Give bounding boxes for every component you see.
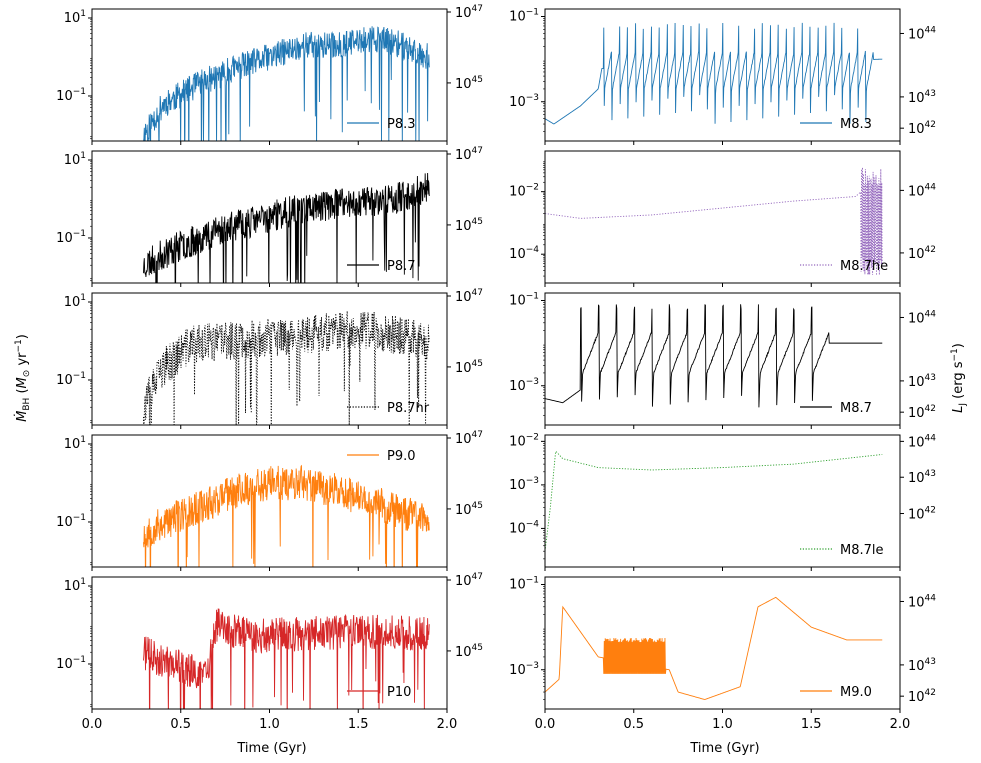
series-P8.3 — [143, 26, 430, 141]
series-M8.7he — [545, 167, 883, 276]
ytick-right-label: 1044 — [908, 593, 936, 610]
series-M8.7le — [545, 450, 883, 552]
ytick-right-label: 1042 — [908, 245, 936, 262]
legend-label-M8.7he: M8.7he — [840, 259, 888, 274]
panel-left-1: 101 10−1 1047 1045 P8.3 — [56, 4, 483, 145]
ytick-label: 10−4 — [509, 245, 539, 262]
xtick-label: 0.0 — [535, 717, 556, 732]
panel-right-4: 10−2 10−3 10−4 1044 1043 1042 M8.7le — [509, 432, 936, 571]
ytick-right-label: 1044 — [908, 182, 936, 199]
ytick-label: 101 — [64, 151, 86, 168]
ytick-label: 10−1 — [509, 8, 539, 25]
series-P9.0 — [143, 464, 430, 567]
ytick-right-label: 1047 — [455, 146, 483, 163]
ytick-right-label: 1044 — [908, 25, 936, 42]
ytick-label: 10−3 — [509, 476, 539, 493]
ytick-right-label: 1047 — [455, 288, 483, 305]
xtick-label: 2.0 — [890, 717, 911, 732]
ytick-label: 10−2 — [509, 183, 539, 200]
panel-left-3: 101 10−1 1047 1045 P8.7hr — [56, 288, 483, 429]
series-P8.7 — [143, 173, 430, 283]
ytick-right-label: 1042 — [908, 120, 936, 137]
right-ylabel: LJ (erg s−1) — [950, 343, 968, 413]
panel-right-3: 10−1 10−3 1044 1043 1042 M8.7 — [509, 292, 936, 429]
ytick-right-label: 1045 — [455, 217, 483, 234]
series-M8.3 — [545, 22, 883, 125]
panel-left-5: 101 10−1 1047 1045 0.0 0.5 1.0 1.5 2.0 P10 — [56, 572, 483, 732]
ytick-right-label: 1044 — [908, 309, 936, 326]
xtick-label: 0.5 — [623, 717, 644, 732]
legend-label-P8.3: P8.3 — [387, 117, 416, 132]
xtick-label: 1.0 — [259, 717, 280, 732]
ytick-label: 101 — [64, 9, 86, 26]
ytick-label: 10−1 — [56, 513, 86, 530]
legend-label-M8.3: M8.3 — [840, 117, 872, 132]
panel-left-4: 101 10−1 1047 1045 P9.0 — [56, 430, 483, 571]
legend-label-P8.7: P8.7 — [387, 259, 416, 274]
ytick-right-label: 1042 — [908, 506, 936, 523]
ytick-label: 10−1 — [509, 576, 539, 593]
ytick-right-label: 1047 — [455, 4, 483, 21]
legend-label-M8.7: M8.7 — [840, 401, 872, 416]
ytick-label: 10−4 — [509, 519, 539, 536]
legend-label-P10: P10 — [387, 685, 411, 700]
xtick-label: 2.0 — [437, 717, 458, 732]
ytick-right-label: 1043 — [908, 89, 936, 106]
legend-label-P9.0: P9.0 — [387, 449, 416, 464]
panel-right-5: 10−1 10−3 1044 1043 1042 0.0 0.5 1.0 1.5 2.0 M9.0 — [509, 576, 936, 732]
panel-right-1: 10−1 10−3 1044 1043 1042 M8.3 — [509, 8, 936, 145]
xtick-label: 1.5 — [801, 717, 822, 732]
ytick-label: 10−1 — [56, 371, 86, 388]
ytick-right-label: 1044 — [908, 433, 936, 450]
xtick-label: 0.0 — [82, 717, 103, 732]
ytick-right-label: 1043 — [908, 373, 936, 390]
ytick-right-label: 1045 — [455, 643, 483, 660]
series-M8.7 — [545, 304, 883, 408]
ytick-label: 10−1 — [56, 87, 86, 104]
xtick-label: 0.5 — [170, 717, 191, 732]
xtick-label: 1.0 — [712, 717, 733, 732]
ytick-label: 10−2 — [509, 432, 539, 449]
ytick-right-label: 1047 — [455, 430, 483, 447]
ytick-label: 10−3 — [509, 377, 539, 394]
ytick-right-label: 1045 — [455, 359, 483, 376]
ytick-right-label: 1042 — [908, 404, 936, 421]
ytick-label: 101 — [64, 293, 86, 310]
panel-right-2: 10−2 10−4 1044 1042 M8.7he — [509, 150, 936, 287]
ytick-right-label: 1043 — [908, 469, 936, 486]
ytick-right-label: 1043 — [908, 657, 936, 674]
ytick-label: 10−1 — [509, 292, 539, 309]
ytick-label: 10−3 — [509, 93, 539, 110]
ytick-right-label: 1045 — [455, 75, 483, 92]
xtick-label: 1.5 — [348, 717, 369, 732]
ytick-right-label: 1045 — [455, 501, 483, 518]
ytick-right-label: 1042 — [908, 688, 936, 705]
ytick-label: 10−1 — [56, 655, 86, 672]
legend-label-M9.0: M9.0 — [840, 685, 872, 700]
xlabel-right: Time (Gyr) — [689, 741, 759, 756]
ytick-label: 10−3 — [509, 661, 539, 678]
legend-label-P8.7hr: P8.7hr — [387, 401, 430, 416]
panel-left-2: 101 10−1 1047 1045 P8.7 — [56, 146, 483, 287]
xlabel-left: Time (Gyr) — [236, 741, 306, 756]
left-ylabel: ṀBH (M⊙ yr−1) — [14, 334, 32, 422]
ytick-label: 101 — [64, 435, 86, 452]
ytick-label: 10−1 — [56, 229, 86, 246]
series-M9.0 — [545, 596, 883, 700]
ytick-right-label: 1047 — [455, 572, 483, 589]
ytick-label: 101 — [64, 577, 86, 594]
series-P10 — [143, 608, 430, 709]
legend-label-M8.7le: M8.7le — [840, 543, 884, 558]
